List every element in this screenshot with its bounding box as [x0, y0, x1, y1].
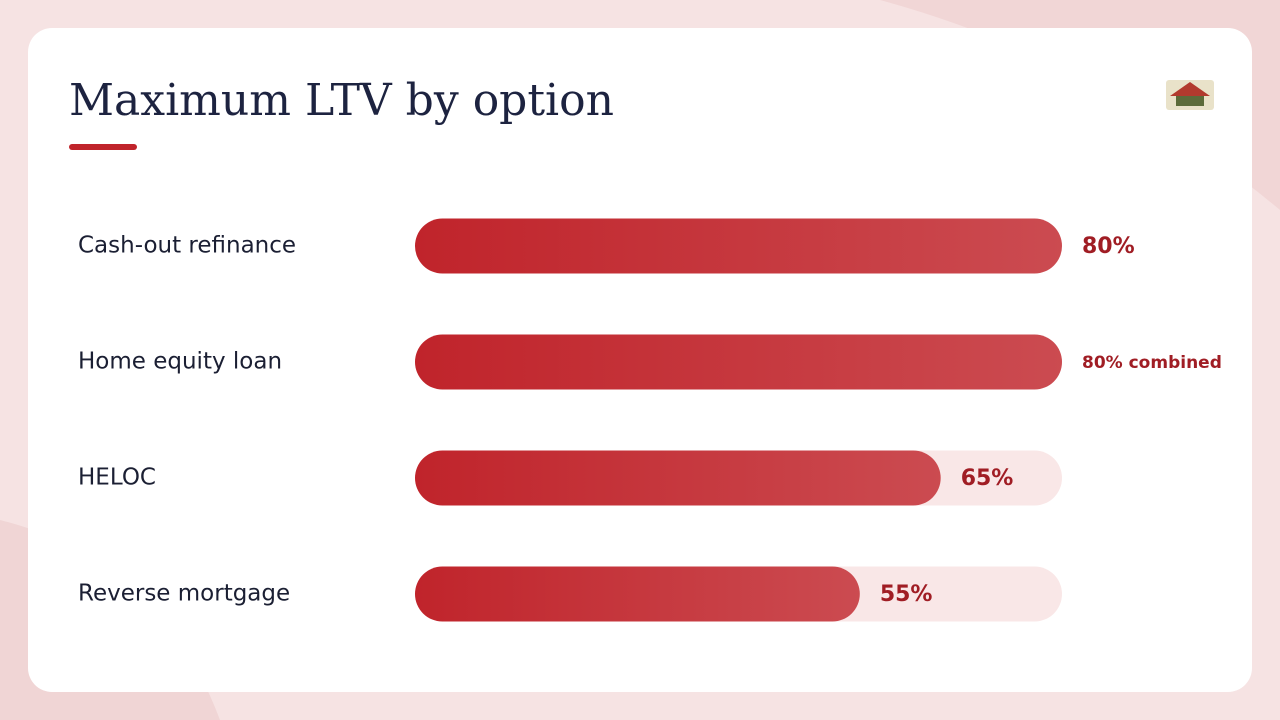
- logo: [1166, 80, 1214, 110]
- category-label: HELOC: [78, 465, 156, 491]
- value-label: 65%: [961, 466, 1014, 491]
- bar: [415, 566, 860, 622]
- value-label: 80% combined: [1082, 353, 1222, 373]
- bar: [415, 334, 1062, 390]
- bar: [415, 450, 941, 506]
- chart-title: Maximum LTV by option: [69, 75, 614, 126]
- bar: [415, 218, 1062, 274]
- category-label: Home equity loan: [78, 349, 282, 375]
- value-label: 80%: [1082, 234, 1135, 259]
- category-label: Cash-out refinance: [78, 233, 296, 259]
- logo-roof: [1170, 82, 1210, 96]
- value-label: 55%: [880, 582, 933, 607]
- logo-base: [1176, 96, 1204, 106]
- bars: Cash-out refinance 80% Home equity loan 80%…: [78, 218, 1222, 622]
- category-label: Reverse mortgage: [78, 581, 290, 607]
- title-underline: [69, 144, 137, 150]
